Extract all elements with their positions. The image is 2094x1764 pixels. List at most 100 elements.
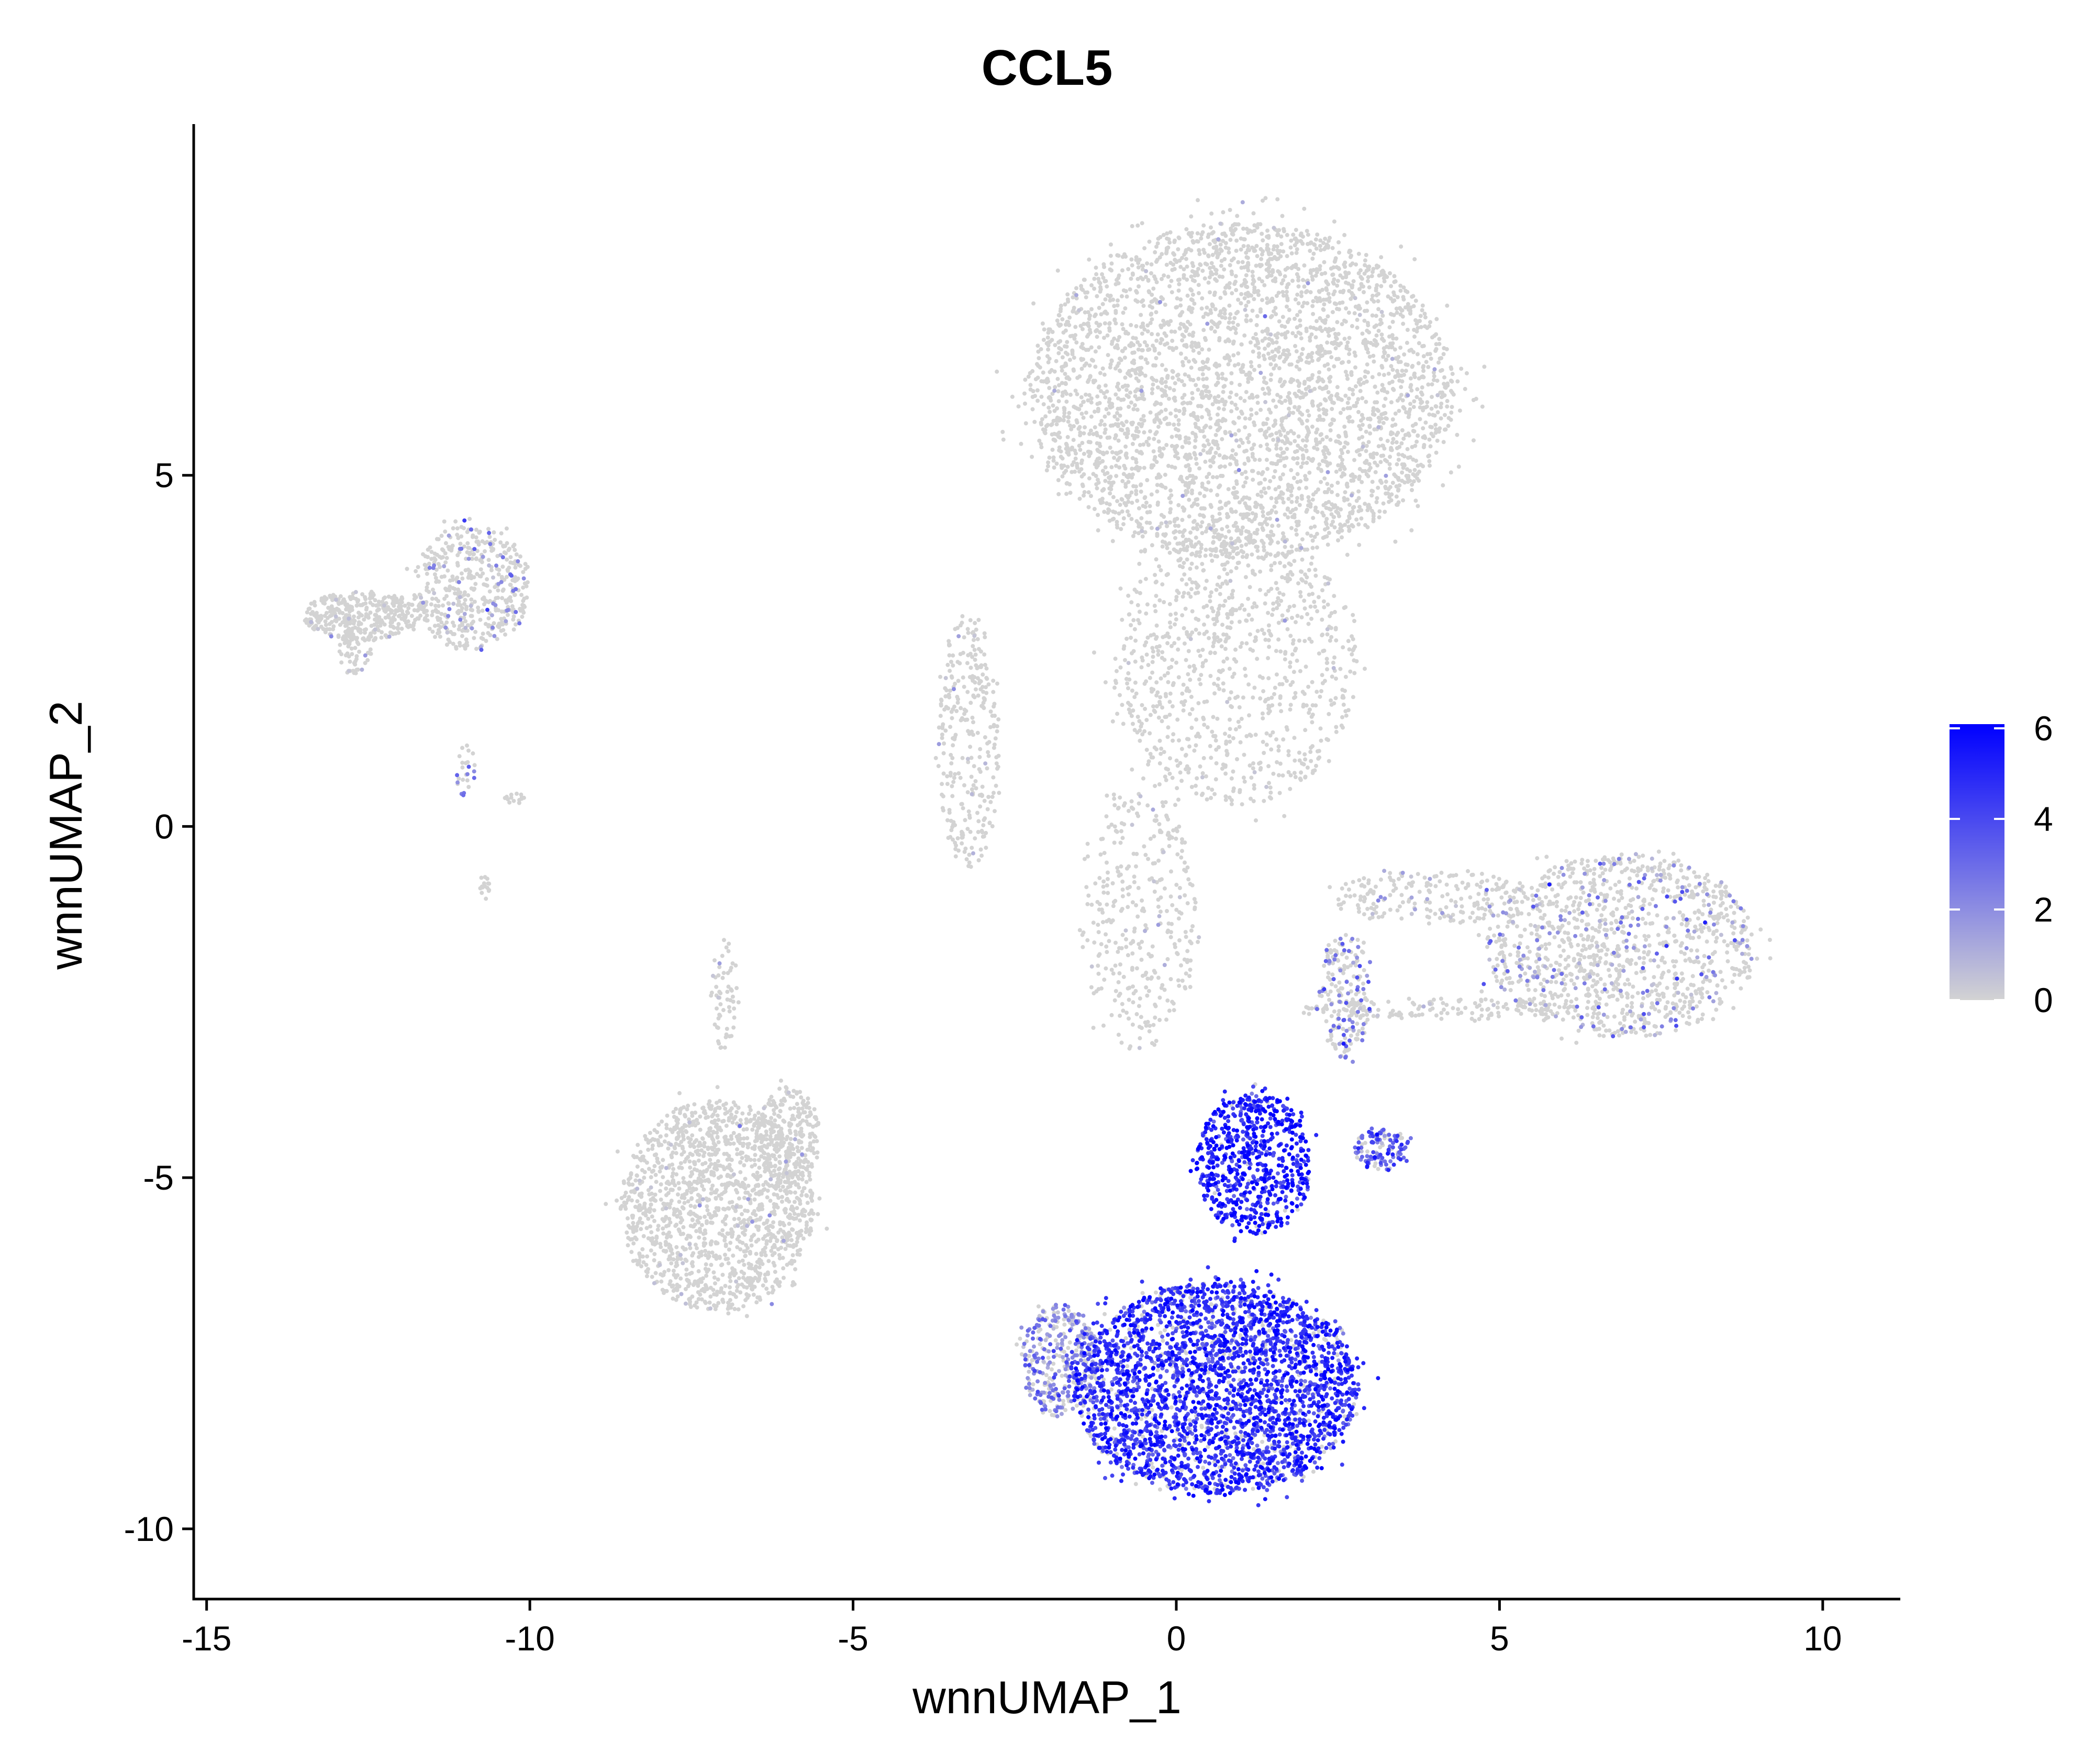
cell-point: [1286, 753, 1291, 758]
cell-point: [1342, 425, 1347, 429]
cell-point: [1346, 310, 1351, 315]
cell-point: [1244, 554, 1249, 559]
cell-point: [1191, 480, 1196, 485]
cell-point: [1267, 516, 1272, 521]
cell-point: [1155, 385, 1160, 390]
cell-point: [1277, 366, 1282, 371]
cell-point: [1215, 493, 1220, 497]
cell-point: [1336, 266, 1341, 270]
cell-point: [1257, 458, 1262, 462]
cell-point: [1162, 988, 1167, 992]
cell-point: [1342, 337, 1347, 341]
cell-point: [1223, 377, 1228, 382]
cell-point: [1250, 617, 1254, 622]
cell-point: [1385, 439, 1390, 443]
cell-point: [1226, 487, 1231, 492]
cell-point: [1196, 417, 1200, 422]
cell-point: [1101, 275, 1106, 280]
cell-point: [1214, 747, 1219, 752]
cell-point: [1133, 394, 1138, 398]
cell-point: [955, 836, 960, 840]
cell-point: [1421, 464, 1425, 469]
cell-point: [1157, 449, 1162, 453]
cell-point: [937, 725, 941, 730]
cell-point: [1211, 644, 1216, 649]
cell-point: [1099, 942, 1104, 947]
cell-point: [1345, 416, 1350, 420]
cell-point: [1326, 602, 1330, 607]
cell-point: [1222, 464, 1227, 469]
cell-point: [1287, 406, 1291, 411]
cell-point: [1251, 469, 1255, 473]
cell-point: [1188, 530, 1193, 535]
cell-point: [1480, 404, 1485, 409]
cell-point: [1169, 290, 1174, 295]
cell-point: [1382, 404, 1386, 408]
cell-point: [1252, 685, 1257, 690]
cell-point: [1139, 325, 1143, 329]
cell-point: [1290, 279, 1295, 283]
cell-point: [1318, 243, 1322, 248]
cell-point: [1294, 349, 1299, 353]
cell-point: [1394, 336, 1399, 341]
cell-point: [1141, 906, 1145, 911]
cell-point: [1211, 265, 1216, 269]
cell-point: [1145, 1019, 1150, 1024]
cell-point: [1256, 346, 1261, 350]
cell-point: [1332, 289, 1337, 294]
cell-point: [1234, 393, 1239, 397]
cell-point: [1220, 376, 1225, 381]
cell-point: [1265, 242, 1269, 247]
cell-point: [960, 831, 965, 836]
cell-point: [1159, 830, 1164, 835]
cell-point: [1211, 320, 1216, 325]
cell-point: [1182, 412, 1186, 416]
cell-point: [1315, 531, 1319, 536]
cell-point: [1136, 347, 1141, 352]
cell-point: [1134, 1012, 1139, 1016]
cell-point: [1157, 564, 1162, 569]
cell-point: [1271, 532, 1276, 537]
cell-point: [1227, 354, 1231, 359]
cell-point: [1265, 235, 1269, 239]
cell-point: [1267, 263, 1272, 268]
cell-point: [1101, 890, 1106, 895]
cell-point: [1106, 877, 1110, 881]
cell-point: [1450, 405, 1454, 409]
cell-point: [1195, 270, 1199, 274]
cell-point: [1350, 387, 1355, 392]
cell-point: [992, 702, 997, 706]
cell-point: [1143, 548, 1148, 552]
cell-point: [1077, 443, 1082, 448]
cell-point: [1044, 378, 1049, 382]
cell-point: [1322, 397, 1327, 402]
cell-point: [1405, 290, 1410, 294]
cell-point: [1046, 347, 1051, 352]
cell-point: [1290, 616, 1294, 620]
cell-point: [1278, 354, 1283, 359]
cell-point: [1241, 516, 1245, 520]
cell-point: [1074, 286, 1078, 291]
cell-point: [1148, 410, 1153, 415]
cell-point: [1321, 307, 1326, 312]
cell-point: [1366, 440, 1371, 445]
cell-point: [1421, 426, 1425, 430]
cell-point: [1073, 325, 1078, 329]
cell-point: [1421, 408, 1425, 413]
cell-point: [1108, 267, 1112, 272]
cell-point: [1328, 379, 1332, 384]
cell-point: [1201, 717, 1206, 722]
cell-point: [1156, 904, 1161, 909]
cell-point: [1260, 279, 1264, 284]
cell-point: [1323, 520, 1328, 525]
cell-point: [1263, 391, 1267, 396]
cell-point: [1271, 268, 1275, 273]
cell-point: [1037, 438, 1042, 443]
cell-point: [1167, 496, 1172, 501]
cell-point: [1366, 474, 1371, 479]
cell-point: [1118, 693, 1122, 697]
cell-point: [1258, 407, 1263, 412]
cell-point: [1264, 731, 1269, 736]
cell-point: [1102, 472, 1107, 476]
cell-point: [1192, 519, 1197, 524]
